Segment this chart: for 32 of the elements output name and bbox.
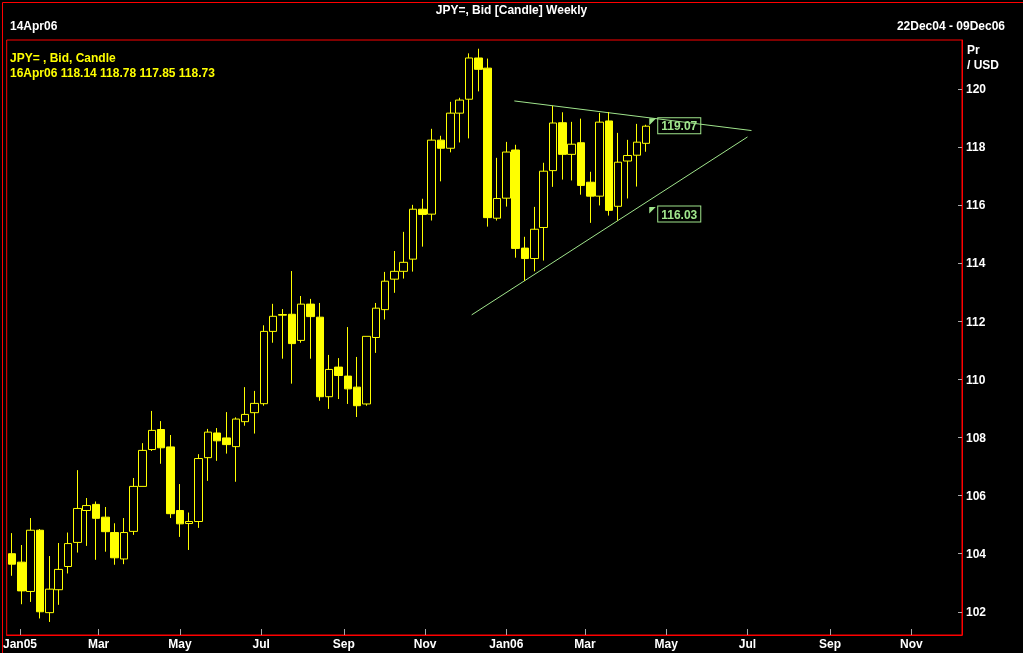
chart-title: JPY=, Bid [Candle] Weekly: [435, 3, 588, 17]
y-tick-label: 108: [966, 430, 987, 445]
x-tick-label: Jul: [738, 637, 757, 651]
y-axis-title: Pr / USD: [967, 42, 1000, 72]
y-tick-label: 104: [966, 546, 987, 561]
y-tick-label: 112: [966, 314, 986, 329]
y-tick-label: 120: [966, 82, 987, 97]
x-tick-label: Sep: [332, 637, 355, 651]
x-tick-label: Nov: [413, 637, 437, 651]
y-tick-label: 114: [966, 256, 986, 271]
x-tick-label: May: [168, 637, 192, 651]
candlestick: [539, 162, 548, 262]
y-tick-label: 116: [966, 198, 986, 213]
x-tick-label: Sep: [819, 637, 842, 651]
x-tick-label: Mar: [87, 637, 110, 651]
annotation: 119.07: [661, 119, 698, 134]
candlestick: [64, 532, 72, 574]
text: 22Dec04 - 09Dec06: [896, 19, 1006, 33]
y-tick-label: 118: [966, 140, 986, 155]
text: 14Apr06: [10, 19, 58, 33]
annotation: 116.03: [661, 207, 698, 222]
x-tick-label: Jan06: [489, 637, 524, 651]
x-tick-label: Jul: [252, 637, 270, 651]
annotation: JPY= , Bid, Candle: [10, 51, 117, 65]
x-tick-label: May: [654, 637, 679, 651]
x-tick-label: Nov: [900, 637, 924, 651]
annotation: 16Apr06 118.14 118.78 117.85 118.73: [10, 66, 216, 80]
x-tick-label: Mar: [574, 637, 596, 651]
y-tick-label: 110: [966, 372, 986, 387]
y-tick-label: 102: [966, 604, 987, 619]
x-tick-label: Jan05: [3, 637, 38, 651]
y-tick-label: 106: [966, 488, 987, 503]
